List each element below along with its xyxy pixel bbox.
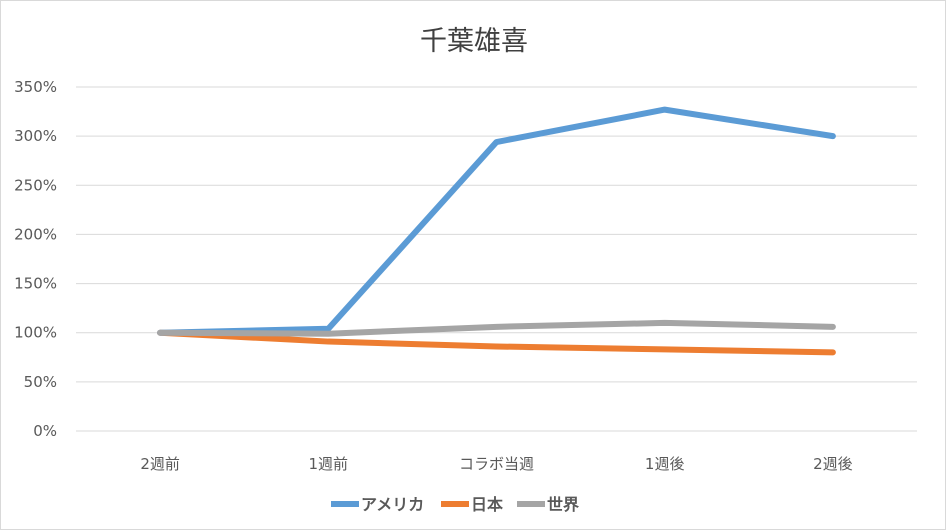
legend-label: 日本 bbox=[471, 495, 503, 514]
y-tick-label: 50% bbox=[24, 373, 57, 391]
legend-label: アメリカ bbox=[361, 495, 424, 514]
x-tick-label: 2週後 bbox=[813, 455, 853, 473]
legend-label: 世界 bbox=[547, 495, 579, 514]
y-tick-label: 150% bbox=[14, 275, 57, 293]
y-tick-label: 200% bbox=[14, 225, 57, 243]
x-tick-label: 1週前 bbox=[309, 455, 349, 473]
y-tick-label: 250% bbox=[14, 176, 57, 194]
series-line-2 bbox=[157, 319, 836, 337]
y-tick-label: 0% bbox=[33, 422, 57, 440]
x-tick-label: 1週後 bbox=[645, 455, 685, 473]
chart-title: 千葉雄喜 bbox=[420, 26, 528, 57]
y-tick-label: 300% bbox=[14, 127, 57, 145]
y-tick-label: 100% bbox=[14, 324, 57, 342]
series-line-0 bbox=[157, 106, 836, 336]
x-tick-label: 2週前 bbox=[140, 455, 180, 473]
series-line-1 bbox=[157, 329, 836, 356]
x-tick-label: コラボ当週 bbox=[459, 455, 534, 473]
y-tick-label: 350% bbox=[14, 78, 57, 96]
